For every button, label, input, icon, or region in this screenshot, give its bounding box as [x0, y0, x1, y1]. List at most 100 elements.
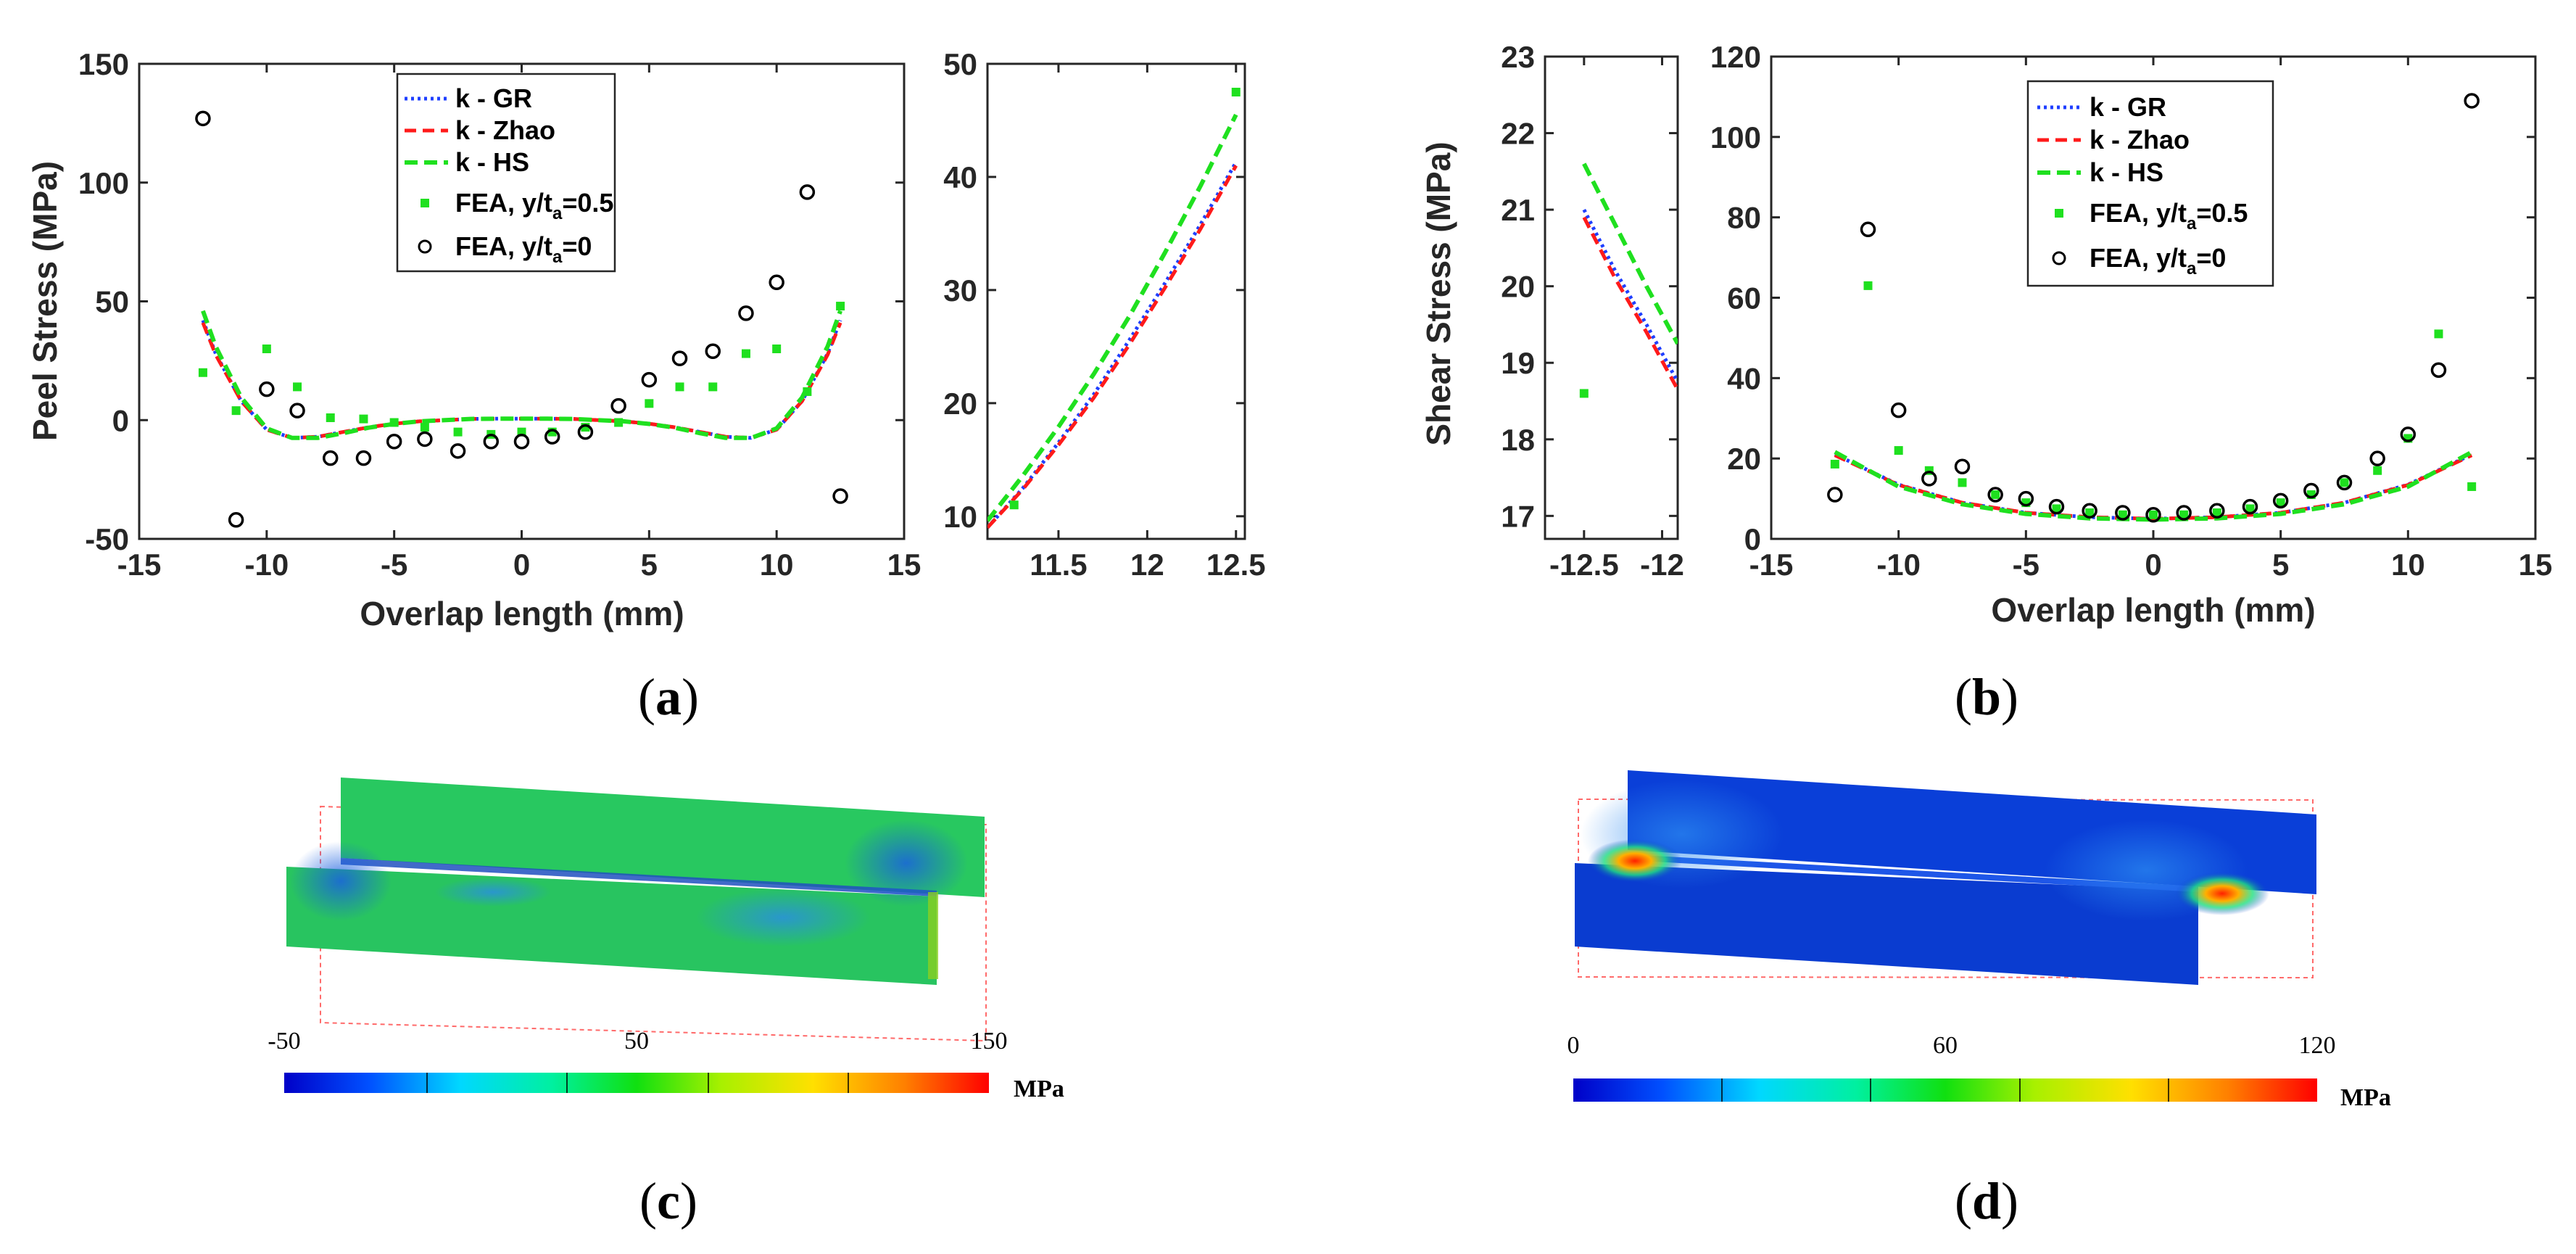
- peel-legend: k - GR k - Zhao k - HS FEA, y/ta=0.5 FEA…: [396, 73, 616, 273]
- shear-main-xtick-label: -10: [1876, 548, 1921, 582]
- shear-main-fea-y-ta-0-5-point: [2212, 508, 2221, 517]
- shear-main-fea-y-ta-0-point: [2430, 362, 2447, 378]
- shear-main-fea-y-ta-0-5-point: [2467, 482, 2477, 491]
- peel-main-xtick-label: -15: [117, 548, 162, 582]
- shear-inset-ytick-label: 23: [1501, 40, 1535, 74]
- peel-main-fea-y-ta-0-5-point: [359, 414, 368, 424]
- peel-main-xtick-label: 0: [513, 548, 530, 582]
- shear-inset-ticks: -12.5 -12 17 18 19 20 21 22 23: [1501, 40, 1684, 582]
- peel-main-fea-y-ta-0-5-point: [389, 418, 399, 427]
- shear-main-ytick-label: 100: [1710, 120, 1761, 154]
- shear-main-fea-y-ta-0-point: [2242, 498, 2258, 515]
- peel-main-ytick-label: 0: [112, 403, 129, 437]
- peel-contour-undeformed-outline: [320, 805, 987, 1042]
- peel-contour-image: [286, 777, 987, 1042]
- peel-main-fea-y-ta-0-5-point: [231, 406, 241, 416]
- peel-inset-fea-y-ta-0-5-point: [1009, 500, 1019, 510]
- peel-main-fea-y-ta-0-5-point: [741, 349, 750, 358]
- shear-main-fea-y-ta-0-point: [2400, 426, 2416, 442]
- peel-main-fea-y-ta-0-point: [228, 512, 244, 528]
- peel-main-fea-y-ta-0-point: [355, 450, 372, 466]
- peel-inset-k-zhao-line: [987, 165, 1238, 529]
- shear-main-ticks: -15 -10 -5 0 5 10 15 0 20 40 60 80 100 120: [1710, 40, 2552, 582]
- shear-main-fea-y-ta-0-point: [1954, 458, 1971, 474]
- shear-colorbar-min: 0: [1567, 1032, 1580, 1059]
- peel-main-ytick-label: 150: [78, 47, 129, 81]
- peel-main-fea-y-ta-0-point: [195, 110, 211, 127]
- peel-main-fea-y-ta-0-5-point: [675, 382, 684, 392]
- shear-main-fea-y-ta-0-5-point: [2118, 510, 2127, 519]
- peel-colorbar-unit: MPa: [1014, 1076, 1064, 1102]
- peel-main-fea-y-ta-0-5-point: [262, 345, 271, 353]
- peel-inset-k-hs-line: [987, 113, 1238, 522]
- shear-main-fea-y-ta-0-5-point: [1894, 446, 1903, 455]
- peel-main-fea-y-ta-0-point: [386, 433, 402, 450]
- peel-main-fea-y-ta-0-point: [577, 424, 594, 440]
- peel-inset-fea-y-ta-0-5-point: [1231, 87, 1241, 96]
- peel-main-k-hs-line: [201, 310, 842, 440]
- peel-colorbar: -50 50 150 MPa: [268, 1028, 1064, 1102]
- peel-main-fea-y-ta-0-point: [483, 433, 500, 450]
- shear-main-fea-y-ta-0-5-point: [1958, 478, 1967, 487]
- shear-main-fea-y-ta-0-5-point: [2245, 504, 2255, 513]
- peel-inset-ytick-label: 30: [943, 273, 977, 308]
- shear-main-fea-y-ta-0-point: [2018, 490, 2034, 507]
- shear-main-fea-y-ta-0-5-point: [2149, 510, 2158, 519]
- shear-main-ytick-label: 120: [1710, 40, 1761, 74]
- shear-main-ytick-label: 20: [1727, 442, 1761, 476]
- shear-colorbar-mid: 60: [1933, 1032, 1958, 1059]
- peel-contour-mid-blue-zone: [435, 878, 551, 907]
- shear-main-fea-y-ta-0-point: [1860, 221, 1876, 238]
- peel-main-fea-y-ta-0-5-point: [772, 345, 782, 353]
- peel-inset-xtick-label: 12: [1130, 548, 1164, 582]
- peel-legend-gr-label: k - GR: [455, 83, 532, 113]
- peel-main-fea-y-ta-0-point: [323, 450, 339, 466]
- shear-main-fea-y-ta-0-point: [2082, 503, 2097, 519]
- peel-main-plot-area: [195, 110, 848, 528]
- peel-main-fea-y-ta-0-point: [641, 371, 658, 388]
- shear-contour-left-hotspot: [1588, 839, 1682, 883]
- peel-main-xtick-label: -5: [381, 548, 407, 582]
- peel-contour-edge-highlight: [928, 892, 938, 979]
- shear-ylabel: Shear Stress (MPa): [1420, 141, 1457, 445]
- peel-main-xtick-label: 10: [760, 548, 794, 582]
- shear-main-xtick-label: -5: [2013, 548, 2039, 582]
- peel-inset-ytick-label: 10: [943, 500, 977, 534]
- peel-main-fea-y-ta-0-point: [610, 397, 626, 414]
- shear-inset-k-zhao-line: [1582, 216, 1678, 391]
- peel-main-fea-y-ta-0-point: [832, 488, 848, 504]
- peel-main-ytick-label: -50: [85, 522, 129, 556]
- shear-main-fea-y-ta-0-point: [2464, 93, 2480, 109]
- peel-main-fea-y-ta-0-5-point: [803, 387, 812, 396]
- shear-inset-xtick-label: -12: [1640, 548, 1684, 582]
- peel-main-fea-y-ta-0-point: [544, 429, 560, 445]
- shear-legend-zhao-label: k - Zhao: [2090, 125, 2190, 154]
- peel-inset-xtick-label: 12.5: [1206, 548, 1266, 582]
- peel-legend-fea-edge-swatch: [418, 239, 432, 254]
- shear-main-fea-y-ta-0-point: [2209, 503, 2225, 519]
- shear-main-fea-y-ta-0-5-point: [2179, 510, 2189, 519]
- peel-main-fea-y-ta-0-5-point: [614, 418, 624, 427]
- panel-c-caption: (c): [639, 1172, 697, 1230]
- shear-colorbar-gradient: [1573, 1078, 2317, 1102]
- shear-inset-plot-area: [1579, 162, 1678, 398]
- peel-main-fea-y-ta-0-point: [738, 305, 754, 321]
- shear-contour-image: [1575, 770, 2316, 985]
- shear-colorbar-unit: MPa: [2340, 1084, 2391, 1111]
- peel-main-fea-y-ta-0-point: [450, 443, 466, 459]
- shear-main-fea-y-ta-0-point: [2272, 492, 2289, 509]
- peel-contour-left-blue-zone: [290, 841, 392, 921]
- shear-main-xtick-label: -15: [1749, 548, 1794, 582]
- shear-main-xtick-label: 0: [2145, 548, 2161, 582]
- shear-legend-box: [2026, 80, 2274, 287]
- peel-main-fea-y-ta-0-point: [259, 381, 275, 397]
- peel-main-fea-y-ta-0-5-point: [836, 302, 845, 311]
- peel-contour-lower-blue-zone: [696, 888, 870, 946]
- peel-main-fea-y-ta-0-5-point: [293, 382, 302, 392]
- shear-main-fea-y-ta-0-point: [2048, 498, 2065, 515]
- peel-inset-plot-area: [987, 87, 1241, 529]
- shear-main-fea-y-ta-0-point: [2115, 505, 2131, 521]
- peel-legend-hs-label: k - HS: [455, 147, 529, 177]
